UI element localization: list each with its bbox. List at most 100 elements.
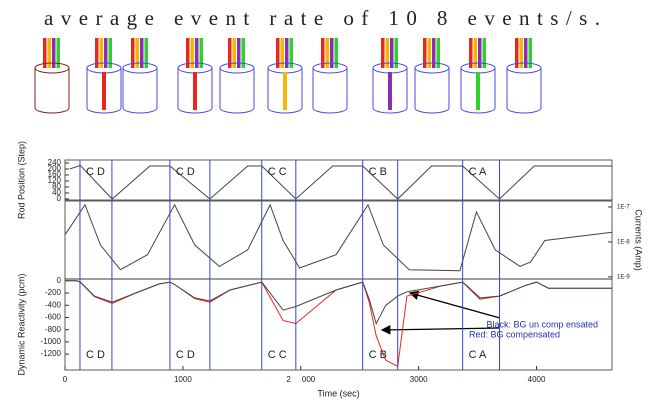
- rod: [388, 72, 392, 110]
- wire: [186, 38, 190, 68]
- y-tick-label: 160: [48, 170, 62, 179]
- cylinder: [267, 68, 303, 114]
- region-label: C B: [369, 166, 387, 178]
- region-label: C D: [86, 166, 105, 178]
- rod: [283, 72, 287, 110]
- wire: [56, 38, 60, 68]
- region-label: C D: [86, 349, 105, 361]
- cylinder-top: [34, 62, 70, 74]
- region-label: C A: [469, 166, 487, 178]
- wire: [334, 38, 338, 68]
- wire: [482, 38, 486, 68]
- wire: [285, 38, 289, 68]
- y-tick-label: -600: [45, 313, 62, 322]
- wire: [473, 38, 477, 68]
- x-tick-label: 2 000: [286, 375, 315, 384]
- wire: [427, 38, 431, 68]
- y-tick-label: 80: [52, 182, 61, 191]
- y2-axis-label: Currents (Amp): [634, 209, 644, 271]
- y-axis-label: Dynamic Reactivity (pcm): [16, 273, 26, 375]
- wire: [325, 38, 329, 68]
- rod: [476, 72, 480, 110]
- region-label: C B: [369, 349, 387, 361]
- wire: [321, 38, 325, 68]
- cylinder-top: [506, 62, 542, 74]
- cylinder-top: [122, 62, 158, 74]
- wire: [515, 38, 519, 68]
- y-tick-label: -400: [45, 300, 62, 309]
- rod: [102, 72, 106, 110]
- annotation: Black: BG un comp ensated: [486, 319, 598, 329]
- cylinder: [86, 68, 122, 114]
- cylinder: [506, 68, 542, 114]
- cylinder-top: [219, 62, 255, 74]
- wire: [469, 38, 473, 68]
- cylinder: [372, 68, 408, 114]
- y-tick-label: 200: [48, 164, 62, 173]
- rod: [193, 72, 197, 110]
- wire: [108, 38, 112, 68]
- series-line: [65, 280, 612, 325]
- wire: [190, 38, 194, 68]
- x-tick-label: 3000: [410, 375, 428, 384]
- wire: [131, 38, 135, 68]
- wire: [478, 38, 482, 68]
- y-tick-label: -800: [45, 325, 62, 334]
- body-text: average event rate of 10 8 events/s.: [44, 6, 600, 30]
- wire: [524, 38, 528, 68]
- wire: [280, 38, 284, 68]
- y-tick-label: 0: [57, 276, 62, 285]
- panel-frame: [64, 200, 613, 280]
- wire: [241, 38, 245, 68]
- wire: [394, 38, 398, 68]
- region-label: C C: [268, 349, 287, 361]
- region-label: C D: [176, 349, 195, 361]
- arrow: [380, 325, 501, 335]
- wire: [330, 38, 334, 68]
- wire: [140, 38, 144, 68]
- x-tick-label: 4000: [528, 375, 546, 384]
- rod-icons: [34, 38, 542, 114]
- wire: [52, 38, 56, 68]
- cylinder-top: [312, 62, 348, 74]
- wire: [289, 38, 293, 68]
- y-tick-label: 240: [48, 158, 62, 167]
- region-label: C D: [176, 166, 195, 178]
- annotation: Red: BG compensated: [469, 329, 560, 339]
- region-label: C C: [268, 166, 287, 178]
- cylinder-top: [414, 62, 450, 74]
- y-tick-label: -200: [45, 288, 62, 297]
- series-line: [64, 203, 613, 272]
- wire: [519, 38, 523, 68]
- region-label: C A: [469, 349, 487, 361]
- y-tick-label: -1000: [41, 337, 62, 346]
- panel-frame: [64, 159, 613, 201]
- wire: [390, 38, 394, 68]
- cylinder: [414, 68, 450, 114]
- wire: [195, 38, 199, 68]
- y2-tick-label: 1E-9: [617, 274, 630, 280]
- wire: [99, 38, 103, 68]
- series-line: [69, 164, 612, 200]
- cylinder: [122, 68, 158, 114]
- wire: [144, 38, 148, 68]
- wire: [436, 38, 440, 68]
- cylinder: [460, 68, 496, 114]
- wire: [228, 38, 232, 68]
- wire: [232, 38, 236, 68]
- y-tick-label: 40: [52, 188, 61, 197]
- wire: [276, 38, 280, 68]
- wire: [95, 38, 99, 68]
- wire: [528, 38, 532, 68]
- cylinder: [177, 68, 213, 114]
- wire: [135, 38, 139, 68]
- wire: [43, 38, 47, 68]
- y2-tick-label: 1E-7: [617, 205, 630, 211]
- wire: [47, 38, 51, 68]
- y2-tick-label: 1E-8: [617, 239, 630, 245]
- arrow: [408, 290, 501, 319]
- wire: [199, 38, 203, 68]
- cylinder: [312, 68, 348, 114]
- cylinder: [34, 68, 70, 114]
